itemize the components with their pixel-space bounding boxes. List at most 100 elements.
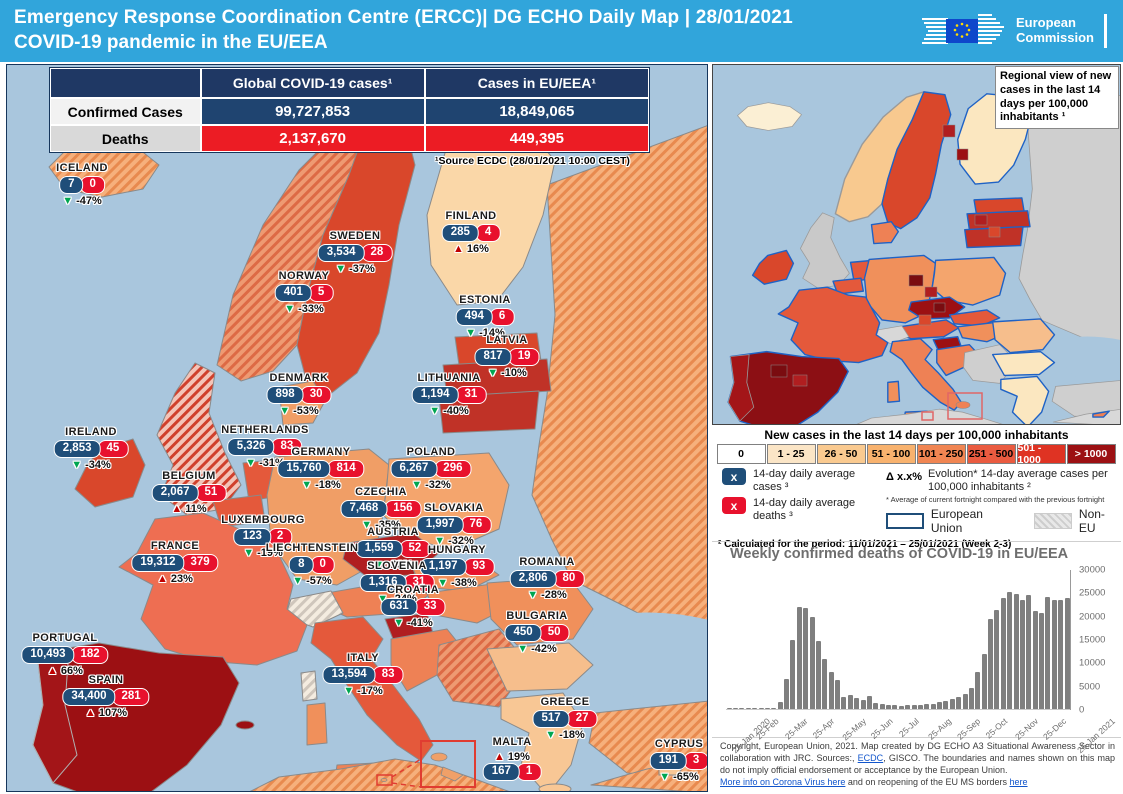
country-marker-portugal: PORTUGAL 10,493 182 ▲ 66% [21, 633, 109, 677]
country-name: SPAIN [88, 674, 124, 686]
down-triangle-icon: ▼ [527, 588, 539, 601]
bar [898, 705, 904, 709]
footer-link[interactable]: More info on Corona Virus here [720, 777, 846, 788]
evolution-value: ▼ -17% [343, 684, 383, 697]
deaths-chart: Weekly confirmed deaths of COVID-19 in E… [712, 541, 1121, 755]
confirmed-cases-row: Confirmed Cases 99,727,853 18,849,065 [50, 98, 649, 125]
bar [1051, 599, 1057, 709]
evolution-value: ▼ -23% [373, 558, 413, 571]
ec-logo-graphic [921, 14, 1004, 44]
country-marker-romania: ROMANIA 2,806 80 ▼ -28% [509, 557, 585, 601]
evolution-percent: 16% [466, 242, 489, 255]
deaths-badge: 80 [553, 570, 585, 588]
footer-link[interactable]: here [1009, 777, 1028, 788]
cases-badge: 450 [504, 624, 542, 642]
evolution-symbol: Δ x.x% [886, 471, 923, 483]
col-header-global: Global COVID-19 cases¹ [200, 68, 425, 98]
country-marker-france: FRANCE 19,312 379 ▲ 23% [131, 541, 219, 585]
bar [1000, 597, 1006, 709]
y-tick-label: 0 [1079, 704, 1085, 716]
country-name: ICELAND [56, 162, 108, 174]
evolution-percent: -65% [673, 770, 699, 783]
evolution-value: ▼ -53% [279, 405, 319, 417]
country-marker-netherlands: NETHERLANDS 5,326 83 ▼ -31% [221, 425, 309, 469]
main-europe-map-panel: Global COVID-19 cases¹ Cases in EU/EEA¹ … [6, 64, 708, 792]
country-marker-luxembourg: LUXEMBOURG 123 2 ▼ -19% [221, 515, 304, 559]
deaths-badge-swatch: x [722, 497, 746, 515]
confirmed-global-value: 99,727,853 [200, 98, 425, 125]
deaths-label: 14-day daily average deaths ³ [753, 497, 856, 522]
country-marker-iceland: ICELAND 7 0 ▼ -47% [56, 163, 108, 207]
x-tick-label: 25-Jul [896, 716, 921, 739]
cases-badge: 2,806 [509, 570, 557, 588]
eu-flag [945, 19, 978, 43]
deaths-badge: 5 [308, 284, 334, 302]
cases-badge: 10,493 [21, 646, 75, 664]
country-name: SLOVAKIA [424, 502, 484, 514]
legend-eu-entry: European Union Non-EU [886, 507, 1117, 535]
cases-badge: 1,997 [416, 516, 464, 534]
evolution-label: Evolution* 14-day average cases per 100,… [928, 468, 1108, 493]
evolution-percent: -57% [306, 574, 332, 587]
country-badges: 10,493 182 [21, 646, 109, 664]
evolution-percent: -33% [298, 302, 324, 315]
country-badges: 517 27 [532, 710, 598, 728]
country-name: LIECHTENSTEIN [265, 542, 359, 554]
deaths-badge: 4 [475, 224, 501, 242]
scale-cell: 0 [716, 444, 766, 464]
down-triangle-icon: ▼ [343, 684, 355, 697]
country-name: LITHUANIA [417, 372, 481, 384]
deaths-badge: 296 [434, 460, 472, 478]
deaths-badge: 182 [71, 646, 109, 664]
country-name: GERMANY [291, 446, 351, 458]
chart-plot-area [726, 570, 1071, 710]
bar [949, 699, 955, 709]
evolution-percent: -18% [559, 728, 585, 741]
country-marker-poland: POLAND 6,267 296 ▼ -32% [390, 446, 472, 491]
copyright-line1: Copyright, European Union, 2021. Map cre… [720, 740, 1115, 776]
cases-label: 14-day daily average cases ³ [753, 468, 856, 493]
evolution-percent: -38% [451, 576, 477, 589]
bar [815, 641, 821, 709]
country-marker-finland: FINLAND 285 4 ▲ 16% [441, 211, 501, 255]
country-marker-spain: SPAIN 34,400 281 ▲ 107% [62, 674, 150, 719]
bar [981, 653, 987, 709]
deaths-badge: 6 [489, 308, 515, 326]
down-triangle-icon: ▼ [373, 558, 385, 571]
country-marker-italy: ITALY 13,594 83 ▼ -17% [322, 653, 404, 697]
up-triangle-icon: ▲ [157, 572, 168, 585]
down-triangle-icon: ▼ [245, 456, 257, 469]
non-eu-label: Non-EU [1078, 507, 1105, 536]
cases-badge: 401 [274, 284, 312, 302]
bar [1039, 612, 1045, 709]
evolution-percent: -42% [531, 642, 557, 655]
country-badges: 19,312 379 [131, 554, 219, 572]
up-triangle-icon: ▲ [494, 751, 505, 763]
x-tick-label: 25-Sep [955, 716, 983, 742]
evolution-value: ▼ -65% [659, 770, 699, 783]
country-marker-slovakia: SLOVAKIA 1,997 76 ▼ -32% [416, 502, 492, 547]
evolution-value: ▼ -28% [527, 588, 567, 601]
country-badges: 123 2 [233, 528, 293, 546]
evolution-percent: 23% [170, 572, 193, 585]
bar [886, 704, 892, 709]
country-badges: 1,997 76 [416, 516, 492, 534]
non-eu-swatch [1034, 513, 1072, 530]
footer-link[interactable]: ECDC [857, 753, 884, 764]
country-name: ESTONIA [459, 294, 511, 306]
evolution-percent: -41% [407, 616, 433, 629]
country-badges: 1,194 31 [411, 386, 487, 404]
deaths-badge: 83 [372, 666, 404, 684]
evolution-percent: -47% [76, 194, 102, 207]
country-marker-liechtenstein: LIECHTENSTEIN 8 0 ▼ -57% [266, 543, 359, 587]
country-marker-czechia: CZECHIA 7,468 156 ▼ -35% [340, 487, 422, 531]
bar [968, 688, 974, 709]
down-triangle-icon: ▼ [393, 616, 405, 629]
country-marker-belgium: BELGIUM 2,067 51 ▲ 11% [151, 471, 227, 515]
country-name: SWEDEN [329, 230, 381, 242]
legend-evolution-entry: Δ x.x% Evolution* 14-day average cases p… [886, 468, 1117, 493]
country-name: POLAND [406, 446, 456, 458]
